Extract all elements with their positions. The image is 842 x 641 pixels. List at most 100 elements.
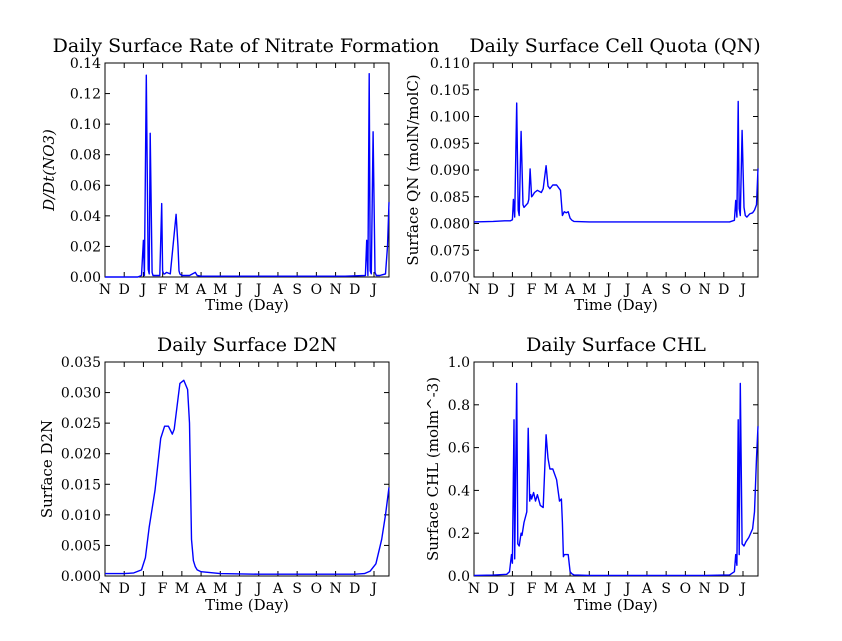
plot-area: [473, 62, 759, 278]
x-tick-label: A: [564, 282, 576, 298]
x-tick-label: D: [488, 282, 499, 298]
x-tick-label: S: [661, 581, 671, 597]
y-tick-label: 0.02: [70, 239, 101, 255]
x-axis-label: Time (Day): [574, 596, 658, 614]
x-tick-label: F: [527, 282, 537, 298]
chart-title: Daily Surface CHL: [526, 334, 706, 356]
y-tick-label: 0.4: [448, 483, 470, 499]
y-tick-label: 0.00: [70, 270, 101, 286]
series-line: [105, 72, 390, 278]
x-axis-label: Time (Day): [205, 596, 289, 614]
y-tick-label: 0.025: [61, 416, 101, 432]
y-tick-label: 0.6: [448, 441, 470, 457]
x-tick-label: N: [99, 581, 111, 597]
x-tick-label: D: [718, 282, 729, 298]
x-tick-label: A: [641, 581, 653, 597]
x-tick-label: D: [349, 581, 360, 597]
x-tick-label: N: [468, 581, 480, 597]
chart-title: Daily Surface Rate of Nitrate Formation: [53, 35, 440, 57]
x-tick-label: A: [272, 581, 284, 597]
x-tick-label: A: [195, 581, 207, 597]
panel-nitrate: Daily Surface Rate of Nitrate Formation …: [40, 35, 439, 314]
plot-area: [104, 361, 390, 577]
x-tick-label: A: [195, 282, 207, 298]
x-tick-label: D: [349, 282, 360, 298]
y-tick-label: 0.030: [61, 386, 101, 402]
y-tick-label: 0.105: [430, 83, 470, 99]
y-tick-label: 0.12: [70, 87, 101, 103]
y-tick-label: 0.070: [430, 270, 470, 286]
chart-title: Daily Surface D2N: [157, 334, 337, 356]
x-tick-label: M: [175, 581, 189, 597]
x-tick-label: M: [582, 581, 596, 597]
y-tick-label: 0.095: [430, 136, 470, 152]
x-tick-label: D: [119, 581, 130, 597]
y-tick-label: 0.8: [448, 398, 470, 414]
y-tick-label: 0.2: [448, 526, 470, 542]
y-ticks: 0.0 0.2 0.4 0.6 0.8 1.0: [448, 355, 758, 585]
x-tick-label: S: [292, 282, 302, 298]
y-tick-label: 0.14: [70, 56, 101, 72]
y-axis-label: D/Dt(NO3): [40, 129, 58, 212]
y-tick-label: 0.08: [70, 148, 101, 164]
y-tick-label: 0.015: [61, 477, 101, 493]
x-tick-label: N: [698, 282, 710, 298]
x-tick-label: N: [329, 581, 341, 597]
x-tick-label: M: [175, 282, 189, 298]
y-tick-label: 0.010: [61, 508, 101, 524]
x-tick-label: M: [544, 581, 558, 597]
x-tick-label: M: [213, 581, 227, 597]
x-tick-label: J: [738, 282, 746, 298]
x-tick-label: J: [254, 282, 262, 298]
y-ticks: 0.000 0.005 0.010 0.015 0.020 0.025 0.030 0.035: [61, 355, 389, 585]
x-tick-label: F: [527, 581, 537, 597]
x-tick-label: N: [99, 282, 111, 298]
x-tick-label: J: [254, 581, 262, 597]
y-tick-label: 0.100: [430, 110, 470, 126]
y-tick-label: 0.085: [430, 190, 470, 206]
y-axis-label: Surface CHL (molm^-3): [424, 377, 442, 561]
x-tick-label: M: [544, 282, 558, 298]
x-tick-label: J: [738, 581, 746, 597]
y-tick-label: 0.04: [70, 209, 101, 225]
plot-area: [104, 62, 390, 278]
y-tick-label: 0.075: [430, 243, 470, 259]
series-line: [473, 100, 759, 223]
x-tick-label: J: [604, 282, 612, 298]
series-line: [105, 379, 390, 575]
panel-d2n: Daily Surface D2N Time (Day) Surface D2N…: [38, 334, 390, 614]
y-axis-label: Surface D2N: [38, 420, 56, 518]
series-line: [473, 382, 759, 577]
x-tick-label: J: [508, 581, 516, 597]
x-tick-label: F: [158, 581, 168, 597]
y-tick-label: 0.110: [430, 56, 470, 72]
x-tick-label: J: [369, 581, 377, 597]
x-tick-label: O: [311, 581, 322, 597]
y-tick-label: 0.020: [61, 447, 101, 463]
panel-cellquota: Daily Surface Cell Quota (QN) Time (Day)…: [404, 35, 761, 314]
x-axis-label: Time (Day): [574, 296, 658, 314]
x-tick-label: O: [311, 282, 322, 298]
x-tick-label: J: [623, 581, 631, 597]
x-tick-label: S: [661, 282, 671, 298]
y-ticks: 0.00 0.02 0.04 0.06 0.08 0.10 0.12 0.14: [70, 56, 389, 286]
x-tick-label: A: [641, 282, 653, 298]
y-tick-label: 0.0: [448, 569, 470, 585]
y-tick-label: 0.005: [61, 538, 101, 554]
y-axis-label: Surface QN (molN/molC): [404, 74, 422, 265]
x-tick-label: S: [292, 581, 302, 597]
y-tick-label: 0.080: [430, 217, 470, 233]
y-tick-label: 0.000: [61, 569, 101, 585]
x-tick-label: N: [698, 581, 710, 597]
x-tick-label: N: [468, 282, 480, 298]
x-tick-label: D: [718, 581, 729, 597]
x-tick-label: J: [235, 581, 243, 597]
y-tick-label: 0.06: [70, 178, 101, 194]
x-tick-label: J: [623, 282, 631, 298]
chart-title: Daily Surface Cell Quota (QN): [469, 35, 760, 57]
